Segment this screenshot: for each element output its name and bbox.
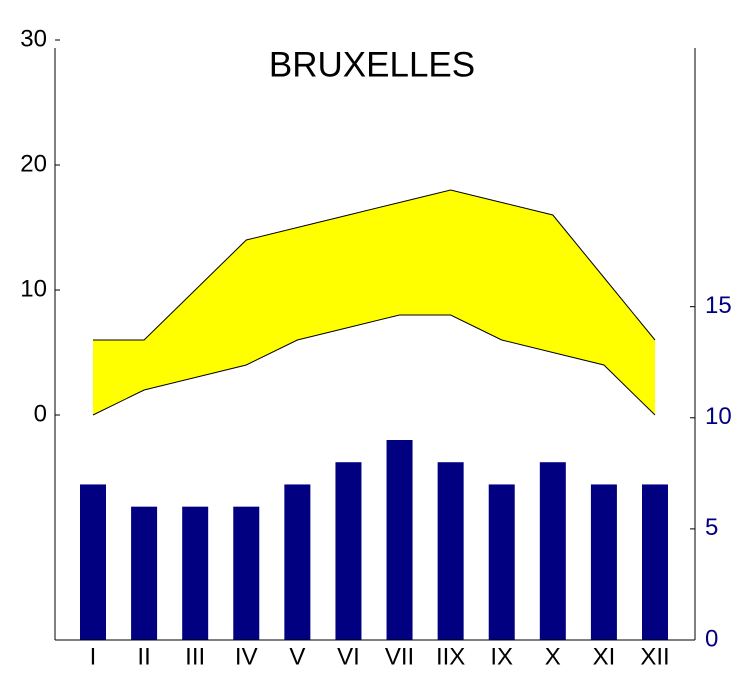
y-tick-label: 30 bbox=[20, 25, 47, 52]
precipitation-bar bbox=[335, 462, 362, 640]
y2-tick-label: 15 bbox=[705, 292, 732, 319]
y2-tick-label: 10 bbox=[705, 403, 732, 430]
x-tick-label: VI bbox=[337, 643, 360, 670]
precipitation-bar bbox=[284, 484, 311, 640]
precipitation-bar bbox=[590, 484, 617, 640]
precipitation-bar bbox=[233, 506, 260, 640]
precipitation-bar bbox=[488, 484, 515, 640]
y2-tick-label: 5 bbox=[705, 514, 718, 541]
precipitation-bar bbox=[80, 484, 106, 640]
chart-title: BRUXELLES bbox=[269, 45, 475, 84]
y2-tick-label: 0 bbox=[705, 625, 718, 652]
precipitation-bar bbox=[182, 506, 209, 640]
y-tick-label: 10 bbox=[20, 275, 47, 302]
precipitation-bar bbox=[642, 484, 668, 640]
precipitation-bar bbox=[131, 506, 158, 640]
precipitation-bar bbox=[386, 440, 413, 640]
y-tick-label: 0 bbox=[34, 400, 47, 427]
x-tick-label: IV bbox=[235, 643, 258, 670]
x-tick-label: VII bbox=[385, 643, 414, 670]
precipitation-bar bbox=[437, 462, 464, 640]
min-temperature-line bbox=[92, 314, 656, 416]
max-temperature-line bbox=[93, 189, 656, 341]
temperature-band bbox=[93, 190, 655, 415]
precipitation-bar bbox=[539, 462, 566, 640]
x-tick-label: IIX bbox=[436, 643, 465, 670]
x-tick-label: II bbox=[137, 643, 150, 670]
y-tick-label: 20 bbox=[20, 150, 47, 177]
x-tick-label: XI bbox=[593, 643, 616, 670]
x-tick-label: I bbox=[90, 643, 97, 670]
x-tick-label: XII bbox=[640, 643, 669, 670]
x-tick-label: III bbox=[185, 643, 205, 670]
x-tick-label: IX bbox=[490, 643, 513, 670]
x-tick-label: V bbox=[289, 643, 305, 670]
x-tick-label: X bbox=[545, 643, 561, 670]
